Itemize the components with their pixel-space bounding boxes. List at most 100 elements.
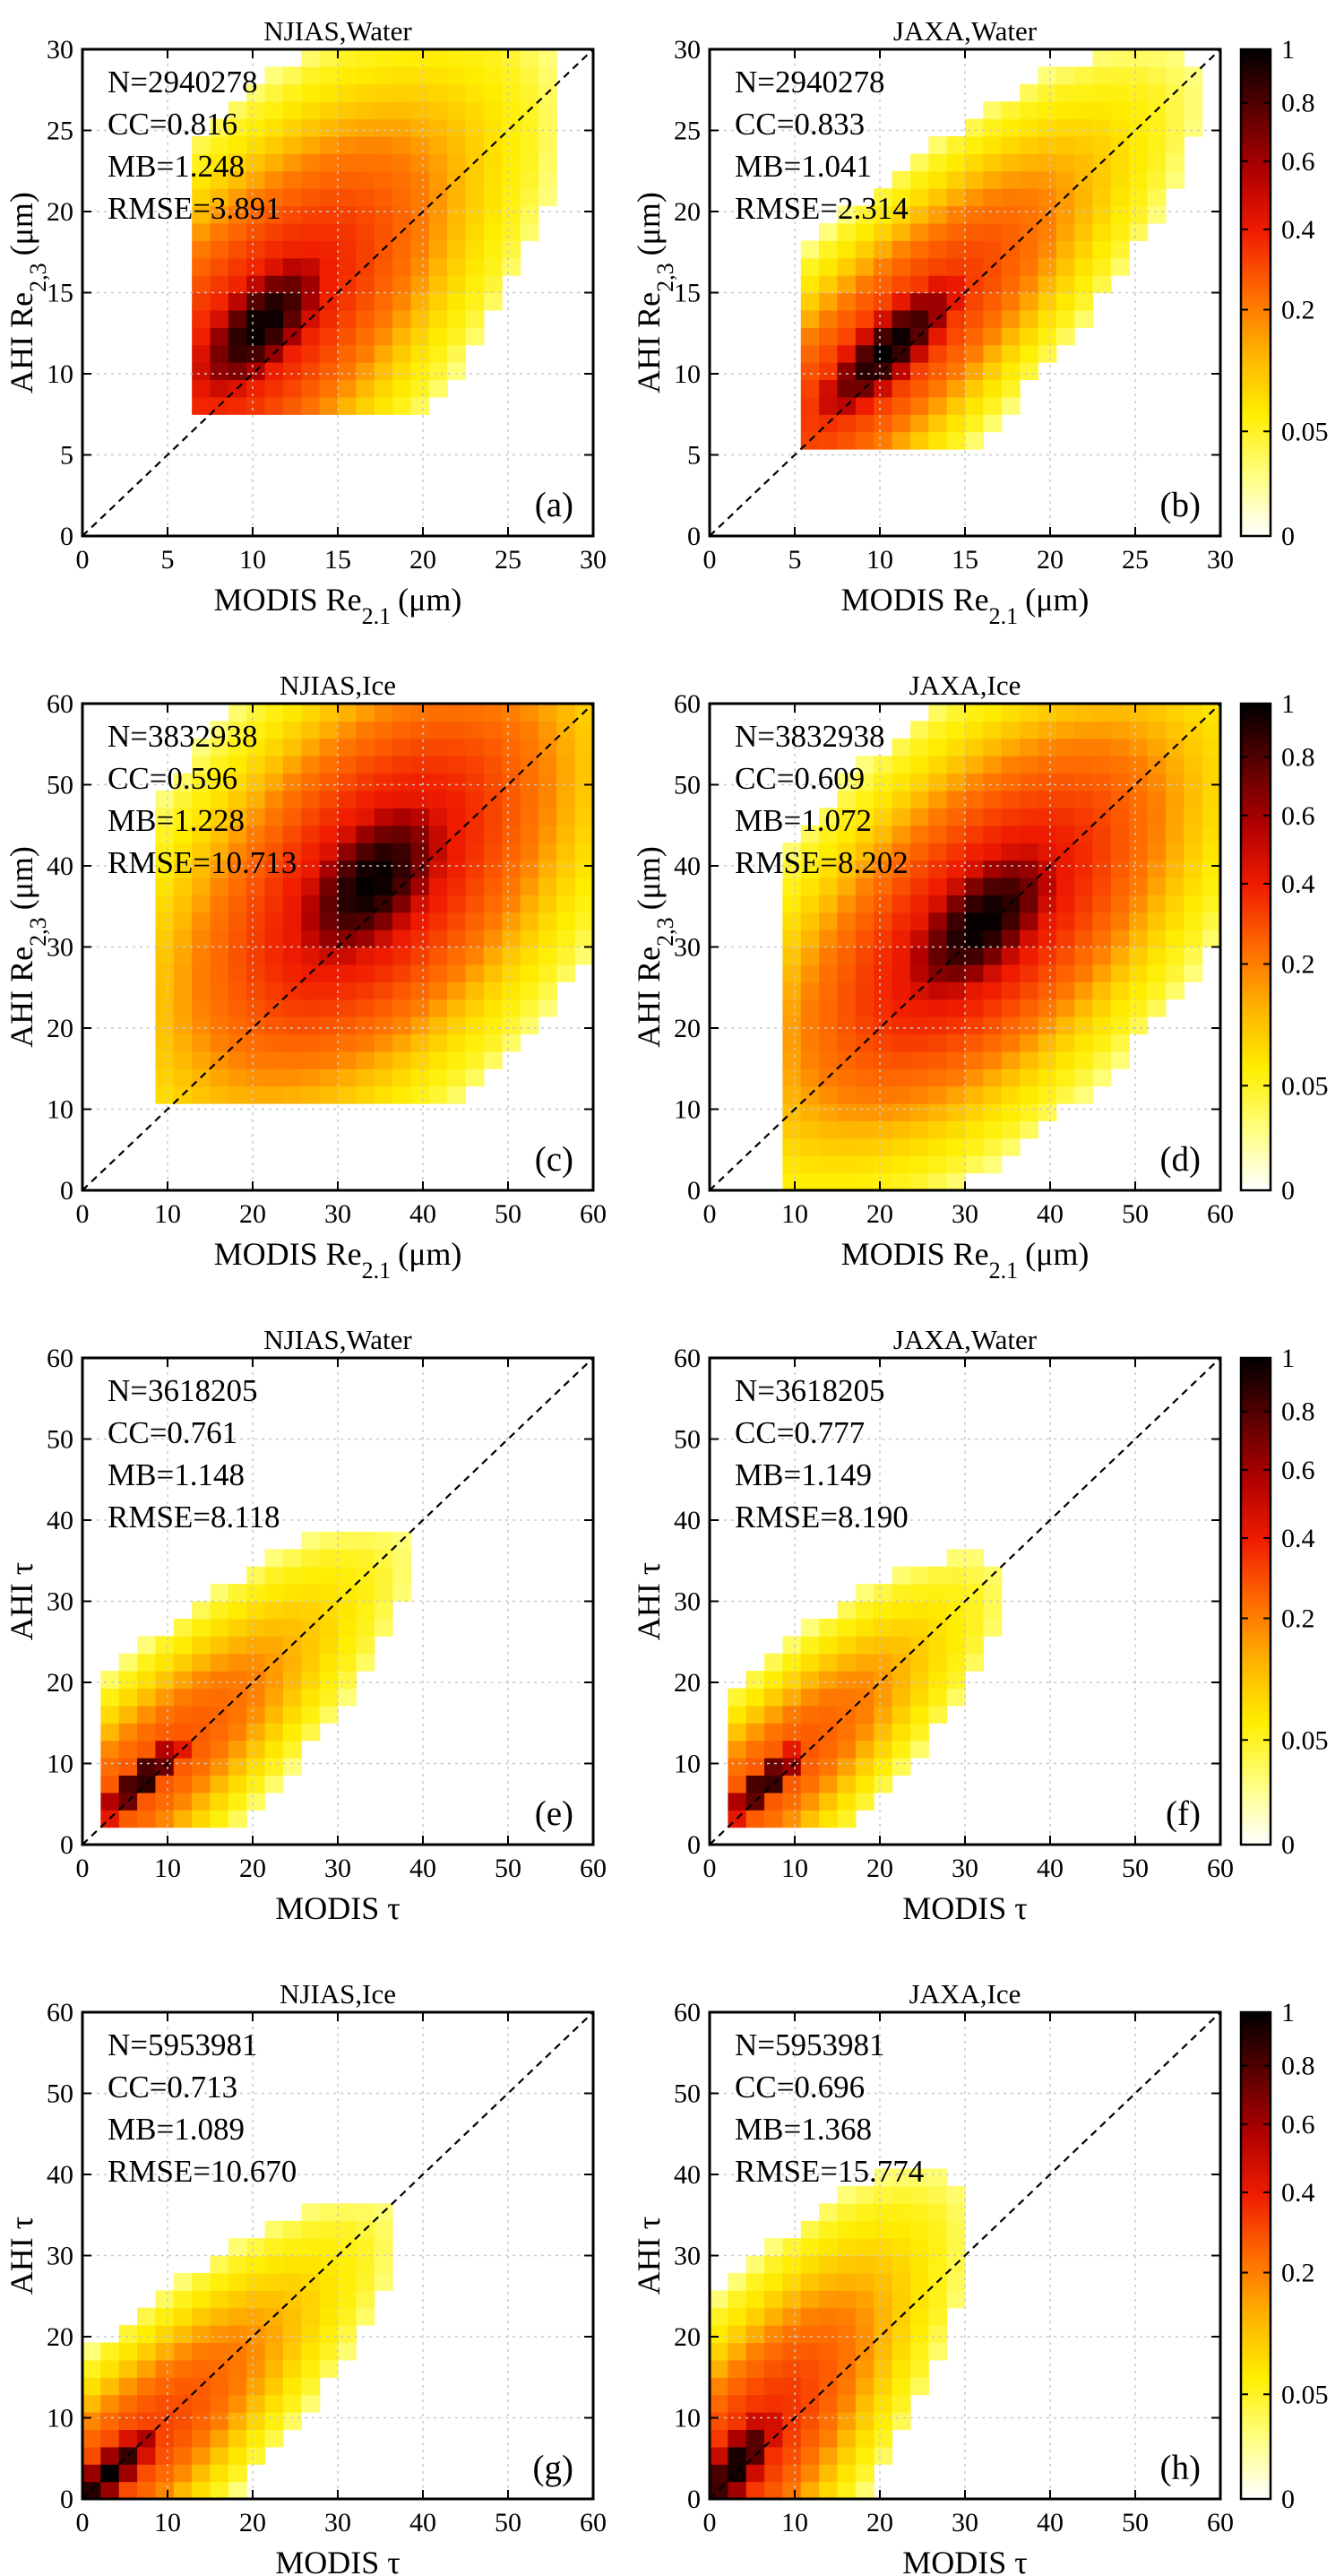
x-tick-label: 20 [239,2508,266,2537]
heatmap-cell [983,1033,1003,1052]
heatmap-cell [374,362,393,381]
heatmap-cell [447,153,467,172]
heatmap-cell [855,257,874,276]
heatmap-cell [392,773,412,791]
heatmap-cell [874,2272,893,2291]
heatmap-cell [1147,704,1167,722]
heatmap-cell [428,275,448,294]
heatmap-cell [855,895,874,913]
heatmap-cell [1092,860,1112,878]
heatmap-cell [483,773,503,791]
heatmap-cell [1092,257,1112,276]
heatmap-cell [1147,118,1167,137]
heatmap-cell [246,860,266,878]
heatmap-cell [764,1705,784,1724]
heatmap-cell [210,2255,229,2274]
heatmap-cell [1001,843,1021,861]
heatmap-cell [855,2238,874,2257]
heatmap-cell [374,1085,393,1104]
heatmap-cell [246,2446,266,2465]
heatmap-cell [264,2377,284,2396]
heatmap-cell [228,860,247,878]
heatmap-cell [118,2412,138,2431]
heatmap-cell [1129,66,1149,85]
heatmap-cell [837,1068,857,1087]
heatmap-cell [264,309,284,328]
heatmap-cell [338,1671,357,1690]
heatmap-cell [837,998,857,1017]
heatmap-cell [301,1636,321,1655]
heatmap-cell [374,292,393,311]
heatmap-cell [855,1172,874,1191]
heatmap-cell [338,704,357,722]
heatmap-cell [946,1671,966,1690]
y-tick-label: 10 [674,1095,701,1125]
heatmap-cell [874,825,893,843]
heatmap-cell [502,188,521,207]
heatmap-cell [1165,756,1185,774]
heatmap-cell [946,2203,966,2222]
heatmap-cell [319,860,339,878]
heatmap-cells [82,2203,393,2500]
heatmap-cell [1055,327,1075,346]
heatmap-cell [819,1705,839,1724]
heatmap-cell [728,2394,747,2413]
heatmap-cell [301,825,321,843]
heatmap-cell [946,1137,966,1156]
heatmap-cell [301,1601,321,1620]
heatmap-cell [574,895,594,913]
heatmap-cell [228,1723,247,1742]
heatmap-cell [155,1705,175,1724]
heatmap-cell [228,1775,247,1794]
heatmap-cell [892,1758,911,1776]
heatmap-cell [928,808,948,826]
heatmap-cell [118,2342,138,2361]
heatmap-cell [1165,49,1185,67]
heatmap-cell [118,2359,138,2378]
heatmap-cell [819,2325,839,2344]
heatmap-cell [1110,101,1130,120]
heatmap-cell [855,1723,874,1742]
heatmap-cell [874,912,893,930]
heatmap-cell [410,895,430,913]
heatmap-cell [210,1068,229,1087]
heatmap-cell [264,396,284,415]
heatmap-cell [764,1758,784,1776]
heatmap-cell [1092,49,1112,67]
heatmap-cell [946,327,966,346]
heatmap-cell [928,1653,948,1672]
heatmap-cell [928,947,948,965]
heatmap-cell [819,327,839,346]
heatmap-cell [946,1618,966,1637]
heatmap-cell [246,2377,266,2396]
heatmap-cell [745,1740,765,1759]
heatmap-cell [228,998,247,1017]
y-tick-label: 5 [687,441,701,471]
heatmap-cell [1092,895,1112,913]
heatmap-cell [1055,1050,1075,1069]
heatmap-cell [837,1618,857,1637]
heatmap-cell [465,964,485,982]
panel-label: (b) [1160,486,1201,524]
heatmap-cell [892,1120,911,1139]
x-tick-label: 60 [1207,1854,1234,1883]
heatmap-cell [520,947,539,965]
heatmap-cell [100,1723,120,1742]
heatmap-cell [301,790,321,808]
heatmap-cell [983,1085,1003,1104]
one-to-one-line [82,2011,594,2500]
heatmap-cell [1074,947,1094,965]
heatmap-cell [483,1016,503,1035]
heatmap-cell [800,362,820,381]
heatmap-cell [892,2377,911,2396]
heatmap-cell [946,1172,966,1191]
heatmap-cell [82,2377,101,2396]
heatmap-cell [892,362,911,381]
stat-line: CC=0.609 [735,761,865,796]
heatmap-cell [909,929,929,948]
heatmap-cell [447,877,467,895]
heatmap-cell [173,2307,193,2326]
heatmap-cell [1020,170,1039,189]
heatmap-cell [965,1653,984,1672]
heatmap-cell [282,101,302,120]
